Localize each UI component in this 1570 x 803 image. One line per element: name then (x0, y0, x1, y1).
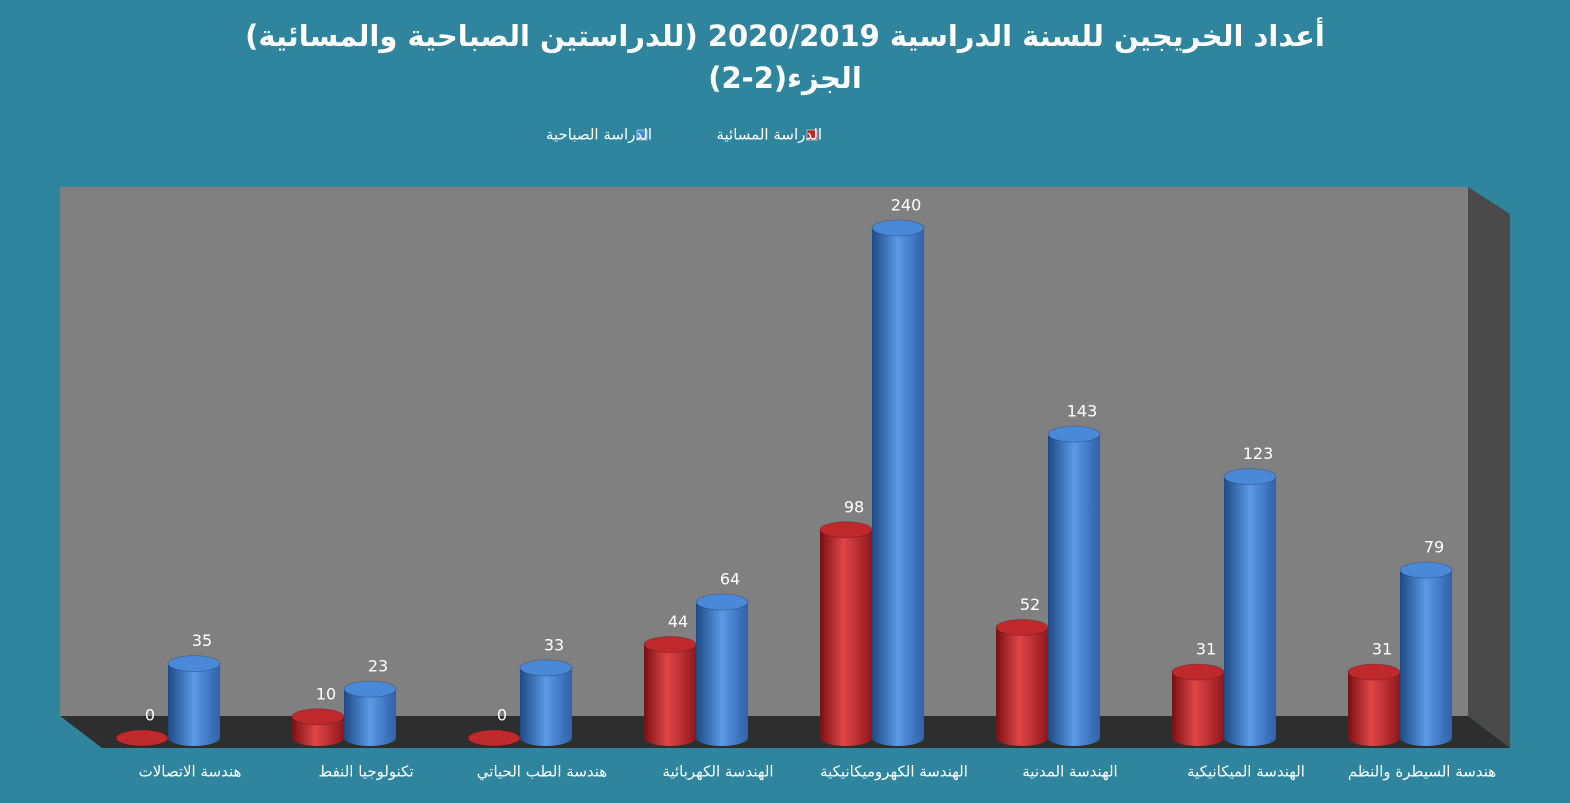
data-label: 44 (668, 612, 688, 631)
bar-top (519, 659, 573, 677)
bar (871, 219, 925, 746)
data-label: 31 (1196, 640, 1216, 659)
back-wall (60, 187, 1468, 716)
data-label: 35 (192, 631, 212, 650)
x-tick-label: الهندسة المدنية (1022, 763, 1117, 781)
bar (167, 655, 221, 746)
data-label: 23 (368, 657, 388, 676)
data-label: 143 (1067, 402, 1098, 421)
bar (1347, 663, 1401, 746)
data-label: 10 (316, 684, 336, 703)
bar-body (520, 667, 572, 738)
x-tick-label: الهندسة الكهربائية (662, 763, 773, 781)
bar (343, 680, 397, 746)
bar-body (644, 644, 696, 738)
bar-top (1047, 425, 1101, 443)
bar-body (1048, 434, 1100, 738)
bar-top (343, 680, 397, 698)
bar-top (291, 708, 345, 726)
bar-top (167, 655, 221, 673)
bar (695, 593, 749, 746)
bar (467, 729, 521, 747)
bar (1171, 663, 1225, 746)
bar (1223, 468, 1277, 746)
legend-label: الدراسة المسائية (716, 126, 822, 144)
bar-top (995, 619, 1049, 636)
bar-body (996, 627, 1048, 738)
legend-swatch (636, 129, 648, 141)
bar-body (344, 689, 396, 738)
bar (1399, 561, 1453, 746)
bar (995, 619, 1049, 746)
bar-top (1171, 663, 1225, 681)
bar-top (1347, 663, 1401, 681)
floor (60, 716, 1510, 748)
bar-body (696, 602, 748, 738)
bar-body (168, 663, 220, 738)
bar (519, 659, 573, 746)
x-tick-label: هندسة الطب الحياتي (477, 763, 608, 782)
side-wall (1468, 187, 1510, 748)
data-label: 31 (1372, 640, 1392, 659)
legend-swatch (806, 129, 818, 141)
x-tick-label: الهندسة الميكانيكية (1187, 763, 1305, 781)
bar (291, 708, 345, 746)
bar (1047, 425, 1101, 746)
bar-top (871, 219, 925, 237)
x-tick-label: هندسة السيطرة والنظم (1348, 763, 1496, 781)
chart-title: أعداد الخريجين للسنة الدراسية 2020/2019 … (245, 17, 1325, 53)
bar-top (819, 521, 873, 539)
data-label: 79 (1424, 538, 1444, 557)
data-label: 123 (1243, 444, 1274, 463)
data-label: 33 (544, 635, 564, 654)
bar-body (1348, 672, 1400, 738)
data-label: 0 (145, 706, 155, 725)
x-tick-label: تكنولوجيا النفط (318, 763, 413, 781)
bar-top (115, 729, 169, 747)
bar-body (872, 228, 924, 738)
x-tick-label: الهندسة الكهروميكانيكية (820, 763, 968, 781)
bar (819, 521, 873, 746)
x-tick-label: هندسة الاتصالات (139, 763, 242, 781)
bar-body (1224, 476, 1276, 738)
chart-subtitle: الجزء(2-2) (708, 61, 862, 95)
data-label: 98 (844, 497, 864, 516)
bar-top (1399, 561, 1453, 579)
data-label: 52 (1020, 595, 1040, 614)
data-label: 0 (497, 706, 507, 725)
legend-label: الدراسة الصباحية (546, 126, 652, 144)
bar-body (1400, 570, 1452, 738)
bar-top (643, 636, 697, 653)
bar-top (467, 729, 521, 747)
data-label: 64 (720, 570, 740, 589)
bar (643, 636, 697, 746)
bar-body (1172, 672, 1224, 738)
bar (115, 729, 169, 747)
bar-top (695, 593, 749, 611)
bar-top (1223, 468, 1277, 486)
data-label: 240 (891, 196, 922, 215)
bar-body (820, 529, 872, 738)
